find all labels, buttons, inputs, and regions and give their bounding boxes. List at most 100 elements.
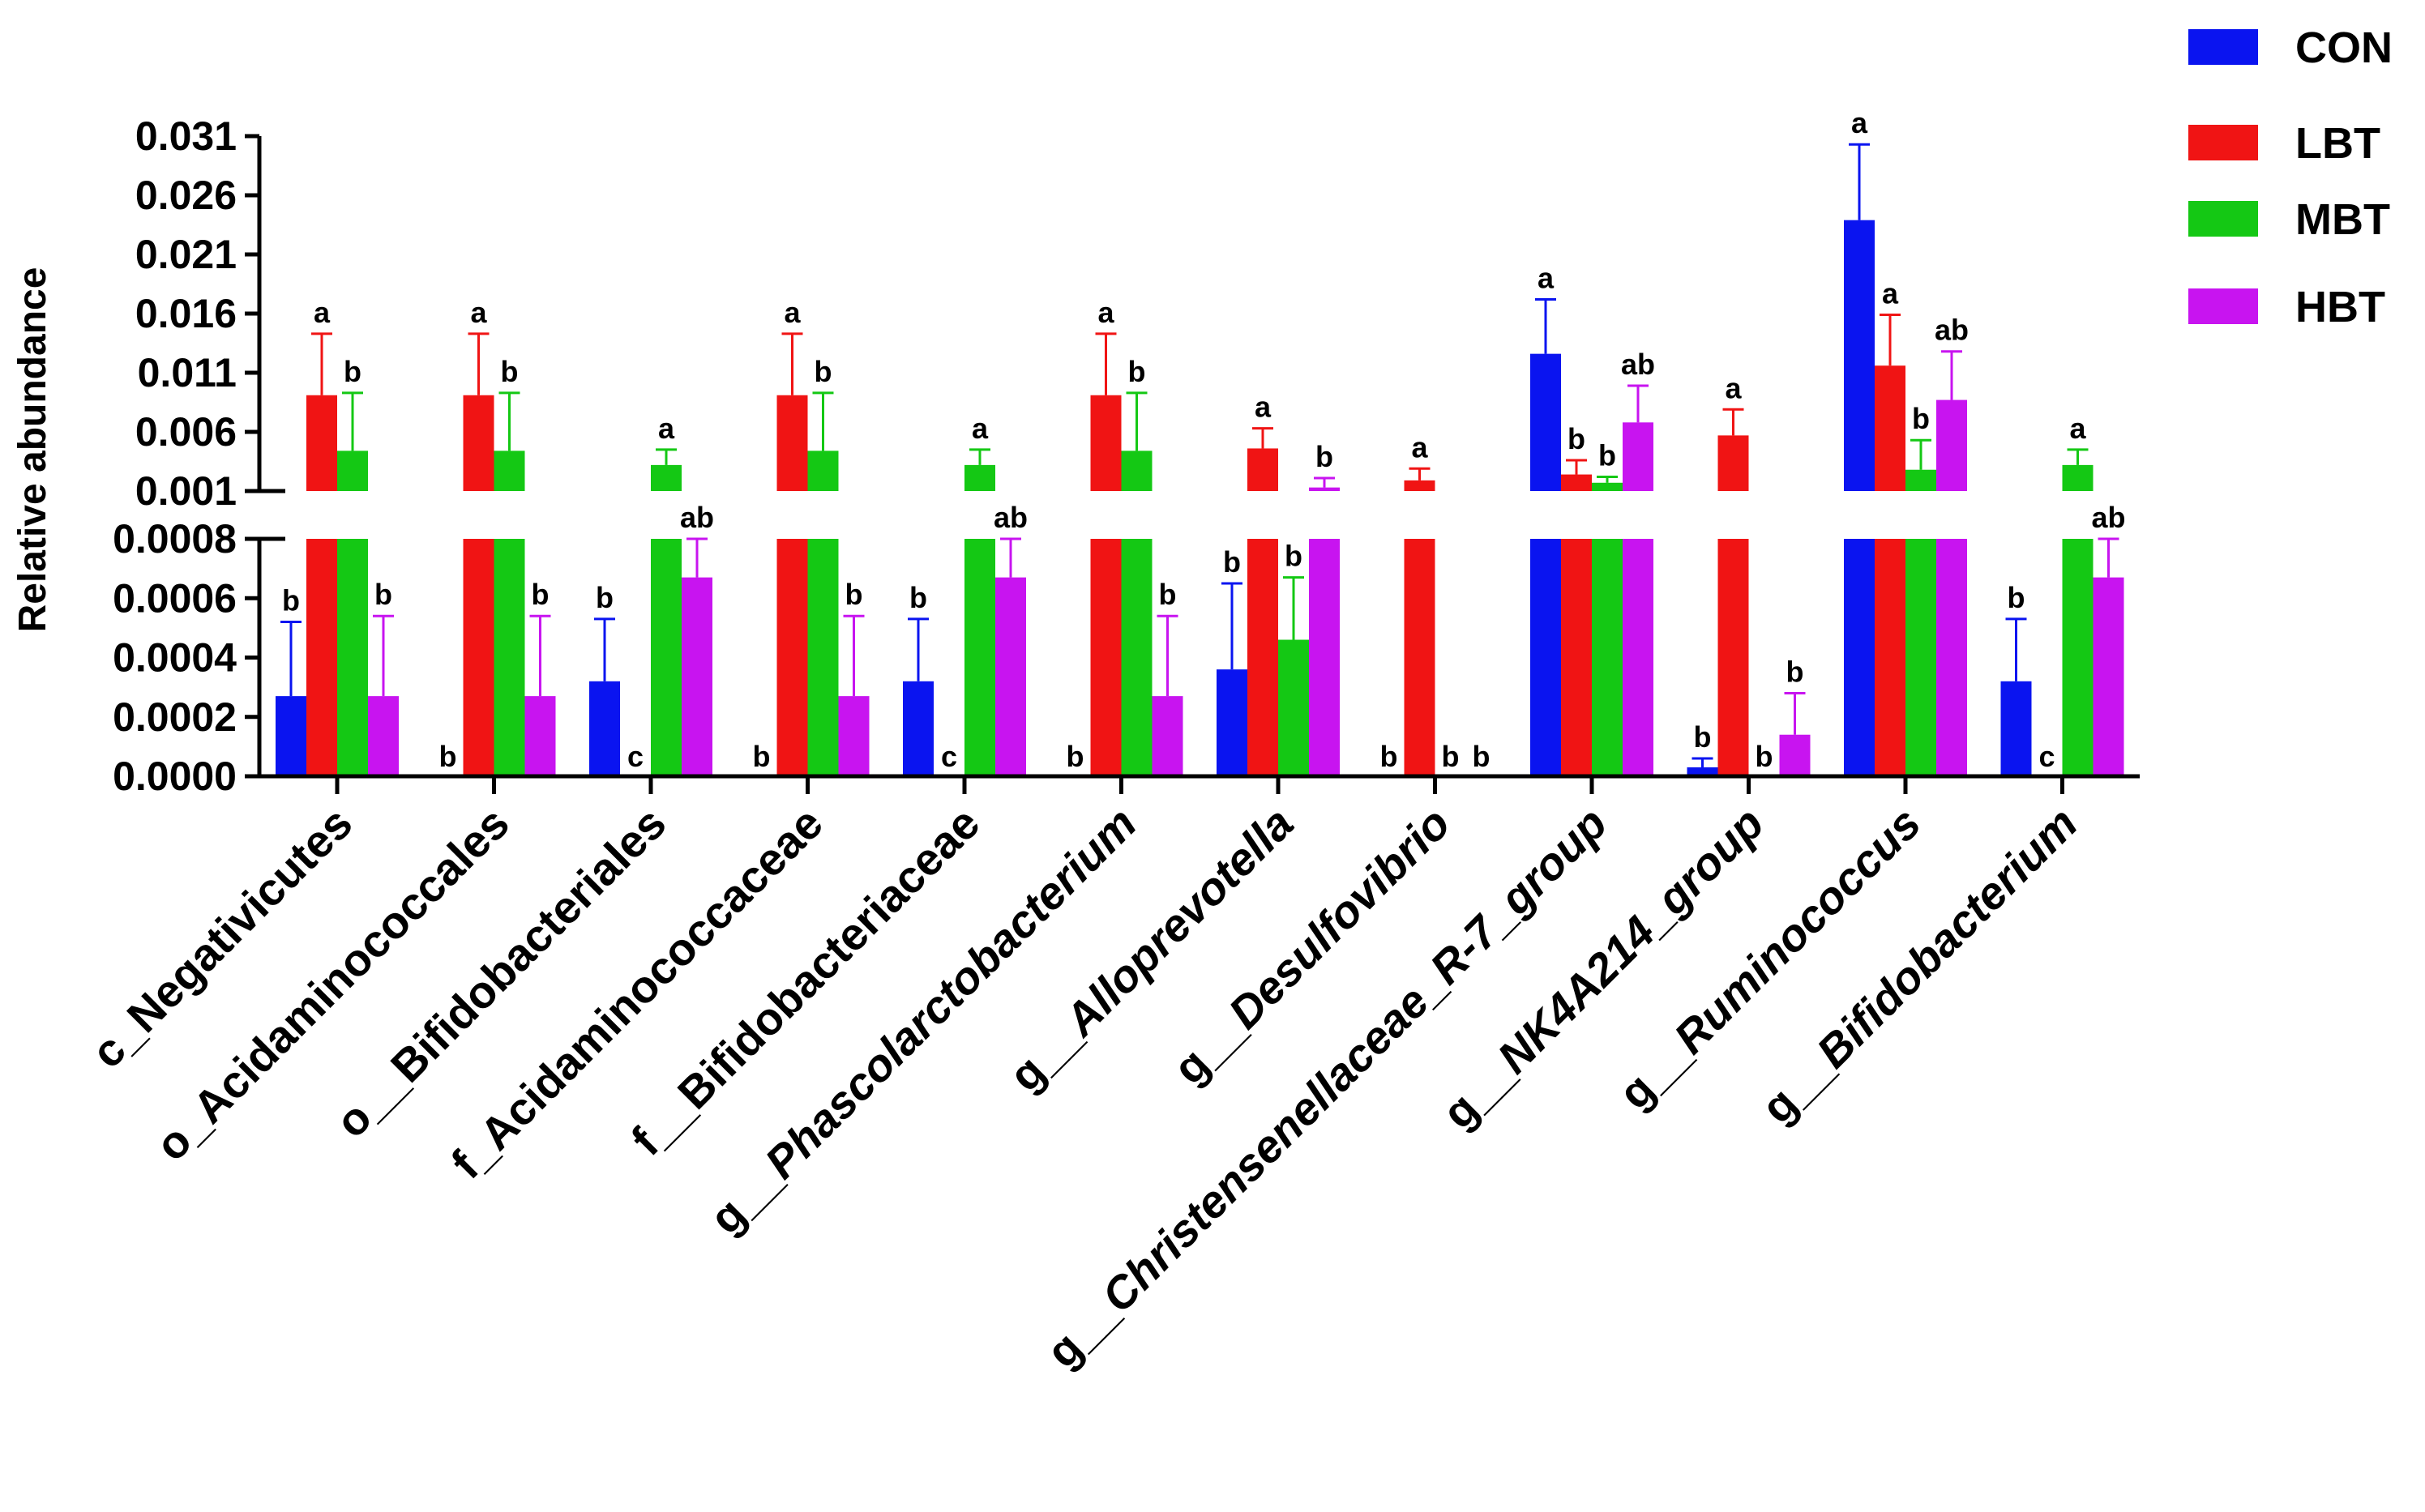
y-tick-label: 0.0004 (113, 635, 237, 681)
significance-letter: a (784, 296, 801, 329)
bar-mbt-upper (964, 464, 995, 491)
bar-lbt-lower (463, 539, 494, 776)
significance-letter: a (1097, 296, 1114, 329)
bar-lbt-upper (1404, 480, 1435, 491)
bar-mbt-lower (1592, 539, 1623, 776)
significance-letter: b (909, 581, 927, 614)
y-axis-title: Relative abundance (11, 267, 54, 633)
category-name: Acidaminococcales (183, 797, 519, 1133)
significance-letter: a (314, 296, 331, 329)
x-category-label: g__Bifidobacterium (1751, 797, 2087, 1133)
bar-hbt (1779, 734, 1811, 776)
bar-con (2000, 681, 2032, 776)
bar-hbt-lower (1623, 539, 1653, 776)
significance-letter: b (1315, 440, 1333, 473)
bar-lbt-lower (1404, 539, 1435, 776)
significance-letter: c (627, 740, 644, 773)
significance-letter: b (1756, 740, 1773, 773)
bar-lbt-lower (776, 539, 808, 776)
significance-letter: b (1128, 355, 1146, 388)
significance-letter: c (2038, 740, 2055, 773)
y-tick-label: 0.0006 (113, 575, 237, 621)
bar-mbt-lower (807, 539, 839, 776)
x-category-label: c_Negativicutes (81, 797, 361, 1078)
significance-letter: b (1442, 740, 1460, 773)
category-name: Bifidobacteriaceae (668, 797, 990, 1119)
significance-letter: b (1067, 740, 1084, 773)
legend-swatch-lbt (2188, 125, 2258, 160)
bar-mbt-lower (964, 539, 995, 776)
significance-letter: b (374, 578, 392, 611)
significance-letter: ab (2091, 501, 2125, 534)
bar-mbt-upper (494, 451, 525, 491)
significance-letter: a (1255, 391, 1272, 424)
legend-swatch-mbt (2188, 201, 2258, 237)
bar-lbt-upper (1875, 365, 1905, 491)
bar-mbt-upper (2062, 464, 2094, 491)
significance-letter: a (1851, 106, 1868, 139)
bar-lbt-lower (1717, 539, 1749, 776)
bar-hbt (682, 577, 712, 776)
bar-lbt-lower (1247, 539, 1278, 776)
bar-mbt-lower (337, 539, 368, 776)
bar-con (903, 681, 934, 776)
bar-lbt-lower (306, 539, 337, 776)
bar-lbt-lower (1561, 539, 1592, 776)
bars-layer (276, 220, 2124, 776)
significance-letter: b (1694, 720, 1712, 754)
significance-letter: b (1223, 545, 1241, 579)
bar-hbt (838, 696, 870, 776)
bar-lbt-lower (1875, 539, 1905, 776)
y-tick-label: 0.0002 (113, 694, 237, 740)
bar-hbt (995, 577, 1026, 776)
bar-mbt-upper (1592, 482, 1623, 491)
bar-hbt (1152, 696, 1183, 776)
bar-mbt-upper (337, 451, 368, 491)
bar-lbt-upper (306, 395, 337, 491)
significance-letter: b (501, 355, 519, 388)
significance-letter: a (470, 296, 487, 329)
significance-letter: b (282, 584, 300, 617)
significance-letter: b (532, 578, 550, 611)
category-labels-layer: c_Negativicuteso_Acidaminococcaleso__Bif… (81, 797, 2087, 1377)
y-tick-label: 0.011 (138, 350, 237, 395)
bar-con (589, 681, 620, 776)
significance-letter: ab (680, 501, 714, 534)
x-category-label: g__Christensenellaceae_R-7_group (1037, 797, 1617, 1377)
bar-mbt-lower (2062, 539, 2094, 776)
bar-lbt-upper (1247, 448, 1278, 491)
bar-lbt-upper (463, 395, 494, 491)
bar-mbt-lower (494, 539, 525, 776)
significance-letter: a (658, 412, 675, 445)
significance-letter: b (2008, 581, 2025, 614)
bar-lbt-lower (1090, 539, 1122, 776)
significance-letter: b (815, 355, 832, 388)
significance-letter: ab (1935, 314, 1969, 347)
bar-hbt-lower (1936, 539, 1967, 776)
legend-swatch-hbt (2188, 288, 2258, 324)
category-name: Bifidobacteriales (381, 797, 676, 1092)
significance-letter: b (1473, 740, 1490, 773)
legend: CON LBT MBT HBT (2188, 23, 2393, 331)
bar-mbt-upper (1121, 451, 1153, 491)
bar-mbt-lower (1905, 539, 1936, 776)
y-tick-label: 0.0000 (113, 754, 237, 799)
significance-letter: b (1912, 402, 1930, 435)
significance-letter: b (439, 740, 457, 773)
x-category-label: g__Ruminococcus (1609, 797, 1931, 1119)
bar-con (1687, 767, 1718, 776)
x-category-label: g__Alloprevotella (999, 797, 1303, 1101)
significance-letter: b (845, 578, 863, 611)
y-tick-label: 0.001 (135, 468, 237, 514)
bar-lbt-upper (1717, 435, 1749, 491)
bar-hbt-upper (1309, 487, 1340, 491)
significance-letter: ab (994, 501, 1028, 534)
significance-letter: b (596, 581, 614, 614)
significance-letter: b (753, 740, 771, 773)
legend-label-lbt: LBT (2295, 119, 2380, 168)
bar-con-lower (1530, 539, 1561, 776)
bar-mbt-upper (807, 451, 839, 491)
significance-letter: ab (1621, 348, 1655, 381)
